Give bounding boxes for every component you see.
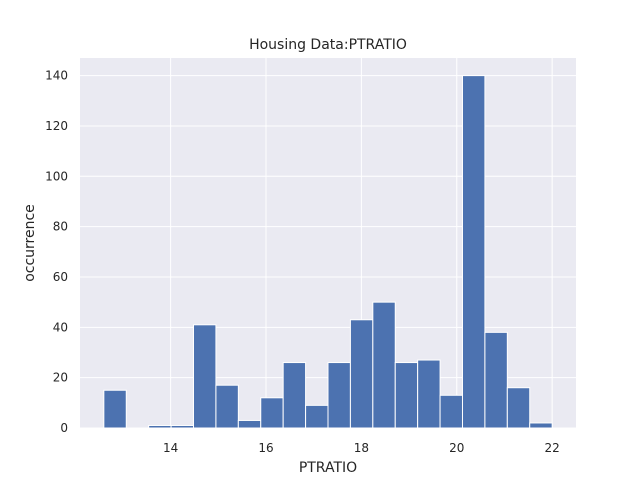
histogram-bar-15 [439, 394, 463, 429]
histogram-bar-11 [349, 319, 374, 429]
histogram-bar-18 [506, 387, 531, 429]
y-tick-label: 100 [45, 169, 68, 183]
x-tick-label: 20 [449, 441, 464, 455]
y-tick-label: 80 [53, 220, 68, 234]
chart-title: Housing Data:PTRATIO [249, 37, 407, 53]
histogram-bar-14 [417, 359, 441, 429]
histogram-bars [103, 75, 553, 429]
histogram-bar-13 [394, 362, 419, 429]
x-axis-ticks: 14 16 18 20 22 [163, 441, 560, 455]
histogram-bar-6 [237, 419, 262, 429]
x-tick-label: 14 [163, 441, 178, 455]
x-tick-label: 18 [354, 441, 369, 455]
histogram-bar-8 [282, 362, 307, 429]
y-axis-label: occurrence [22, 204, 38, 282]
histogram-bar-19 [529, 422, 553, 429]
grid-lines [80, 58, 576, 429]
histogram-bar-12 [372, 301, 396, 429]
histogram-bar-2 [148, 424, 172, 429]
x-tick-label: 22 [545, 441, 560, 455]
histogram-bar-0 [103, 389, 127, 429]
y-axis-ticks: 0 20 40 60 80 100 120 140 [45, 69, 68, 435]
histogram-bar-3 [170, 424, 195, 429]
histogram-bar-4 [193, 324, 217, 429]
histogram-bar-17 [484, 331, 508, 429]
y-tick-label: 40 [53, 320, 68, 334]
histogram-bar-7 [260, 397, 284, 429]
y-tick-label: 120 [45, 119, 68, 133]
y-tick-label: 60 [53, 270, 68, 284]
y-tick-label: 20 [53, 371, 68, 385]
x-tick-label: 16 [258, 441, 273, 455]
histogram-bar-16 [461, 75, 486, 429]
histogram-bar-5 [215, 384, 239, 429]
x-axis-label: PTRATIO [299, 460, 357, 476]
histogram-bar-10 [327, 362, 351, 429]
histogram-bar-9 [305, 404, 329, 429]
y-tick-label: 0 [60, 421, 68, 435]
y-tick-label: 140 [45, 69, 68, 83]
